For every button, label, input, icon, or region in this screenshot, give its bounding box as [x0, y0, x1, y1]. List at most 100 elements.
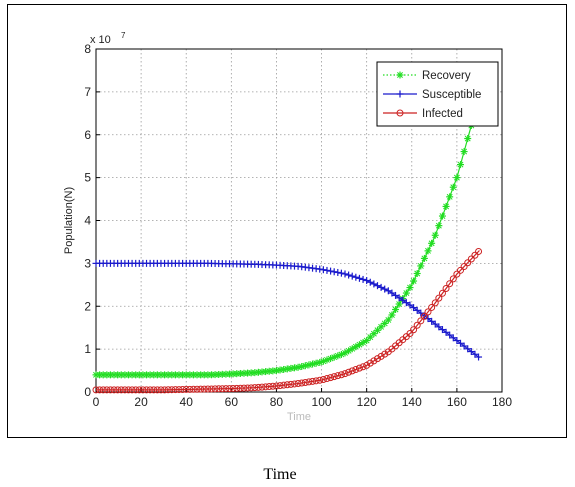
y-tick-label: 2	[84, 299, 91, 313]
series-infected-marker-shape	[345, 368, 353, 376]
x-tick-label: 0	[93, 395, 100, 409]
x-tick-label: 180	[492, 395, 512, 409]
y-tick-label: 3	[84, 256, 91, 270]
series-infected-line	[96, 250, 480, 391]
y-exponent-power: 7	[121, 31, 126, 40]
series-infected-marker-shape	[410, 326, 418, 334]
line-chart: 0 20 40 60 80 100 120 140 160 180 0 1 2 3 4 5 6 7 8x 10 7 Ti…	[63, 31, 512, 423]
series-infected-marker-shape	[456, 266, 464, 274]
series-infected-marker	[417, 317, 425, 325]
series-susceptible	[92, 259, 483, 361]
legend-marker-recovery	[396, 71, 404, 79]
series-infected-marker	[464, 259, 472, 267]
series-infected-marker	[456, 266, 464, 274]
series-infected-marker-shape	[330, 373, 338, 381]
series-infected-marker	[428, 303, 436, 311]
x-tick-label: 20	[134, 395, 148, 409]
series-infected	[92, 247, 483, 394]
series-infected-marker	[471, 251, 479, 259]
series-infected-marker-shape	[449, 275, 457, 283]
series-infected-marker	[460, 263, 468, 271]
series-infected-marker-shape	[464, 259, 472, 267]
series-susceptible-line	[96, 262, 480, 359]
series-infected-marker	[381, 350, 389, 358]
series-infected-marker-shape	[438, 289, 446, 297]
legend-marker-susceptible	[396, 90, 404, 98]
series-infected-marker	[467, 255, 475, 263]
series-infected-marker	[359, 363, 367, 371]
series-infected-marker	[345, 368, 353, 376]
series-infected-marker-shape	[370, 357, 378, 365]
series-recovery-line	[96, 96, 481, 376]
x-tick-label: 120	[357, 395, 377, 409]
series-infected-marker-shape	[453, 270, 461, 278]
y-tick-label: 4	[84, 214, 91, 228]
series-infected-marker-shape	[428, 303, 436, 311]
y-tick-label: 5	[84, 171, 91, 185]
series-infected-marker	[438, 289, 446, 297]
series-infected-marker	[377, 352, 385, 360]
legend-label-infected: Infected	[422, 108, 463, 120]
series-infected-marker	[334, 372, 342, 380]
series-infected-marker	[319, 376, 327, 384]
series-infected-marker	[323, 375, 331, 383]
series-infected-marker	[446, 280, 454, 288]
y-tick-label: 0	[84, 385, 91, 399]
series-infected-marker	[370, 357, 378, 365]
figure-frame: 0 20 40 60 80 100 120 140 160 180 0 1 2 3 4 5 6 7 8 x 10 7 Ti…	[7, 4, 567, 438]
series-infected-marker	[327, 374, 335, 382]
series-infected-marker-shape	[381, 350, 389, 358]
axes-box	[95, 48, 503, 393]
series-infected-marker	[363, 361, 371, 369]
x-tick-label: 160	[447, 395, 467, 409]
series-infected-marker-shape	[460, 263, 468, 271]
x-axis-label: Time	[287, 411, 311, 423]
series-infected-marker	[413, 321, 421, 329]
series-infected-marker	[453, 270, 461, 278]
y-axis-label: Population(N)	[63, 187, 75, 254]
legend-marker-infected-shape	[396, 109, 404, 117]
x-tick-label: 100	[312, 395, 332, 409]
series-infected-marker-shape	[431, 299, 439, 307]
series-infected-marker	[420, 312, 428, 320]
series-infected-marker	[410, 326, 418, 334]
series-infected-marker	[431, 299, 439, 307]
series-infected-marker	[366, 359, 374, 367]
legend-marker-recovery-d2	[397, 72, 403, 78]
series-infected-marker-shape	[327, 374, 335, 382]
series-infected-marker	[442, 284, 450, 292]
series-infected-marker-shape	[355, 364, 363, 372]
series-infected-marker	[373, 355, 381, 363]
series-infected-marker	[337, 371, 345, 379]
series-infected-marker-shape	[420, 312, 428, 320]
series-infected-marker-shape	[417, 317, 425, 325]
figure-caption: Time	[263, 466, 297, 483]
x-tick-label: 60	[225, 395, 239, 409]
series-infected-marker	[449, 275, 457, 283]
series-infected-marker	[352, 366, 360, 374]
series-infected-marker-shape	[413, 321, 421, 329]
legend-label-recovery: Recovery	[422, 70, 471, 82]
series-infected-marker-shape	[435, 294, 443, 302]
series-infected-marker-shape	[442, 284, 450, 292]
series-infected-marker-shape	[471, 251, 479, 259]
series-infected-marker	[348, 367, 356, 375]
series-infected-marker-shape	[373, 355, 381, 363]
x-tick-label: 80	[270, 395, 284, 409]
series-infected-marker-shape	[467, 255, 475, 263]
series-infected-marker-shape	[377, 352, 385, 360]
series-infected-marker-shape	[352, 366, 360, 374]
series-infected-marker-shape	[337, 371, 345, 379]
series-infected-marker-shape	[348, 367, 356, 375]
series-infected-marker-shape	[475, 247, 483, 255]
legend-marker-infected	[396, 109, 404, 117]
x-tick-label: 140	[402, 395, 422, 409]
series-infected-marker-shape	[341, 370, 349, 378]
series-infected-marker	[341, 370, 349, 378]
series-infected-marker-shape	[323, 375, 331, 383]
series-infected-marker	[435, 294, 443, 302]
series-infected-marker	[406, 330, 414, 338]
series-infected-marker-shape	[446, 280, 454, 288]
series-infected-marker-shape	[363, 361, 371, 369]
y-tick-label: 7	[84, 85, 91, 99]
